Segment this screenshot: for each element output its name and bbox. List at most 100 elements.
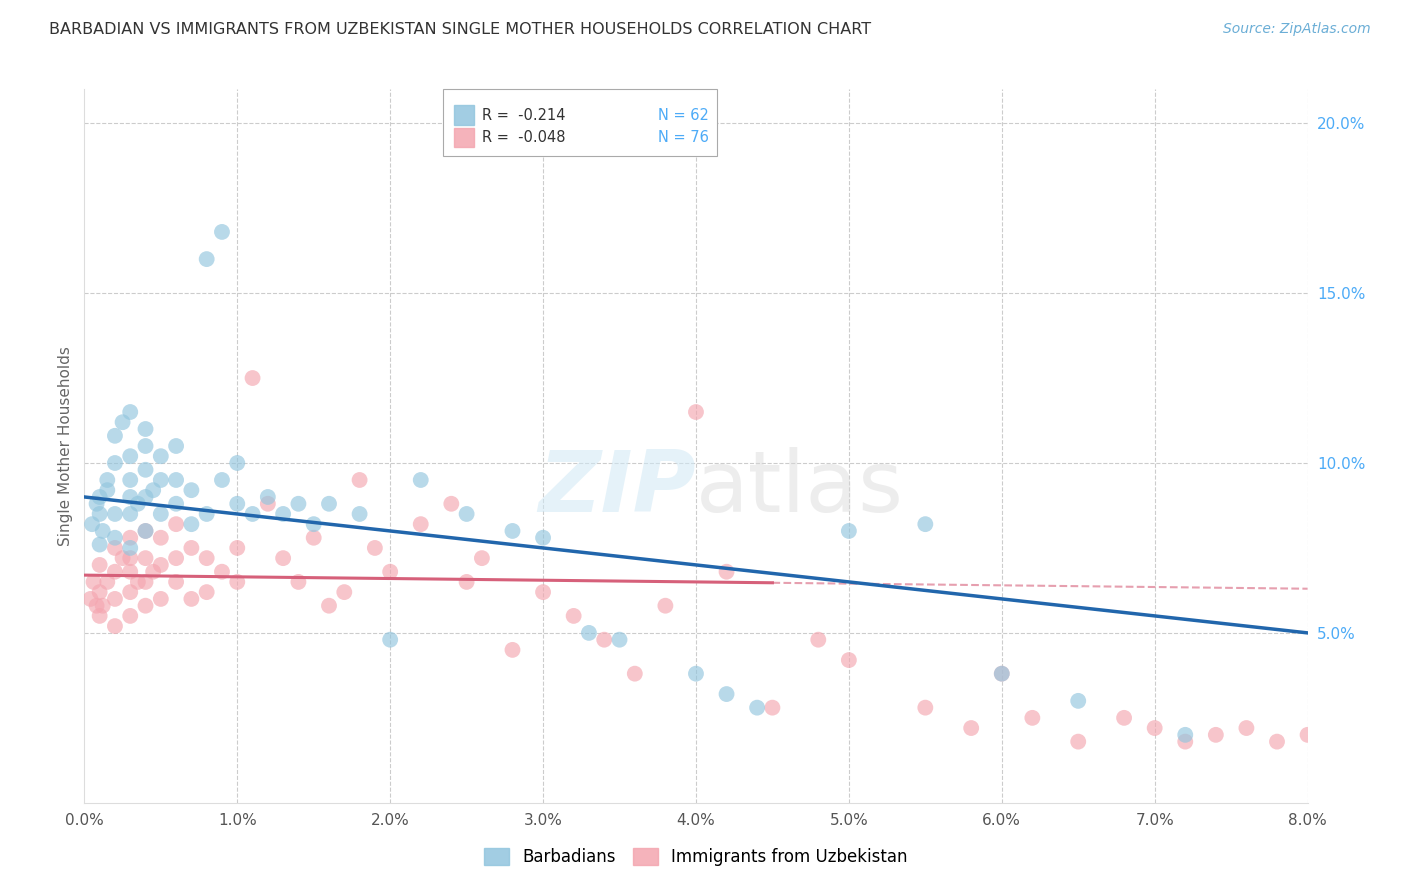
Point xyxy=(1174,734,1197,748)
Point xyxy=(120,449,142,463)
Point xyxy=(127,574,149,589)
Point xyxy=(380,632,402,647)
Point xyxy=(120,585,142,599)
Point xyxy=(86,497,108,511)
Point xyxy=(120,490,142,504)
Point xyxy=(165,497,187,511)
Point xyxy=(135,599,157,613)
Point xyxy=(89,585,111,599)
Point xyxy=(991,666,1014,681)
Point xyxy=(91,524,114,538)
Point xyxy=(318,497,340,511)
Point xyxy=(104,591,127,606)
Point xyxy=(111,551,134,566)
Point xyxy=(271,551,294,566)
Point xyxy=(960,721,983,735)
Point xyxy=(302,531,325,545)
Point xyxy=(120,608,142,623)
Point xyxy=(531,585,554,599)
Point xyxy=(562,608,585,623)
Point xyxy=(180,541,202,555)
Point xyxy=(135,422,157,436)
Point xyxy=(165,551,187,566)
Point xyxy=(685,405,707,419)
Point xyxy=(83,574,105,589)
Point xyxy=(180,591,202,606)
Point xyxy=(135,490,157,504)
Point xyxy=(135,524,157,538)
Point xyxy=(120,473,142,487)
Point xyxy=(165,439,187,453)
Point xyxy=(409,473,432,487)
Point xyxy=(165,473,187,487)
Point xyxy=(747,700,769,714)
Point xyxy=(456,507,478,521)
Point xyxy=(149,591,172,606)
Point xyxy=(104,456,127,470)
Point xyxy=(685,666,707,681)
Point xyxy=(195,507,218,521)
Point xyxy=(380,565,402,579)
Point xyxy=(502,643,524,657)
Point xyxy=(86,599,108,613)
Point xyxy=(914,700,936,714)
Legend: Barbadians, Immigrants from Uzbekistan: Barbadians, Immigrants from Uzbekistan xyxy=(478,841,914,873)
Point xyxy=(838,524,860,538)
Point xyxy=(271,507,294,521)
Point xyxy=(716,565,738,579)
Point xyxy=(242,371,264,385)
Point xyxy=(914,517,936,532)
Point xyxy=(456,574,478,589)
Point xyxy=(1143,721,1166,735)
Point xyxy=(991,666,1014,681)
Point xyxy=(195,551,218,566)
Point xyxy=(149,473,172,487)
Point xyxy=(91,599,114,613)
Text: Source: ZipAtlas.com: Source: ZipAtlas.com xyxy=(1223,22,1371,37)
Point xyxy=(96,473,118,487)
Point xyxy=(135,551,157,566)
Point xyxy=(195,252,218,266)
Point xyxy=(195,585,218,599)
Point xyxy=(409,517,432,532)
Point xyxy=(89,490,111,504)
Point xyxy=(135,439,157,453)
Text: R =  -0.214: R = -0.214 xyxy=(482,108,565,122)
Point xyxy=(89,507,111,521)
Point xyxy=(104,619,127,633)
Point xyxy=(349,507,371,521)
Point xyxy=(1296,728,1319,742)
Point xyxy=(624,666,647,681)
Point xyxy=(104,531,127,545)
Point xyxy=(79,591,101,606)
Point xyxy=(226,456,249,470)
Point xyxy=(593,632,616,647)
Point xyxy=(120,565,142,579)
Text: atlas: atlas xyxy=(696,447,904,531)
Point xyxy=(807,632,830,647)
Point xyxy=(838,653,860,667)
Point xyxy=(1067,694,1090,708)
Point xyxy=(1265,734,1288,748)
Point xyxy=(349,473,371,487)
Point xyxy=(257,490,280,504)
Point xyxy=(287,497,309,511)
Point xyxy=(1236,721,1258,735)
Point xyxy=(104,507,127,521)
Point xyxy=(96,483,118,498)
Point xyxy=(89,558,111,572)
Point xyxy=(120,507,142,521)
Point xyxy=(1327,721,1350,735)
Text: BARBADIAN VS IMMIGRANTS FROM UZBEKISTAN SINGLE MOTHER HOUSEHOLDS CORRELATION CHA: BARBADIAN VS IMMIGRANTS FROM UZBEKISTAN … xyxy=(49,22,872,37)
Point xyxy=(165,517,187,532)
Point xyxy=(287,574,309,589)
Text: N = 62: N = 62 xyxy=(658,108,709,122)
Point xyxy=(211,565,233,579)
Point xyxy=(149,531,172,545)
Point xyxy=(716,687,738,701)
Point xyxy=(318,599,340,613)
Point xyxy=(120,551,142,566)
Point xyxy=(135,463,157,477)
Point xyxy=(149,558,172,572)
Point xyxy=(1067,734,1090,748)
